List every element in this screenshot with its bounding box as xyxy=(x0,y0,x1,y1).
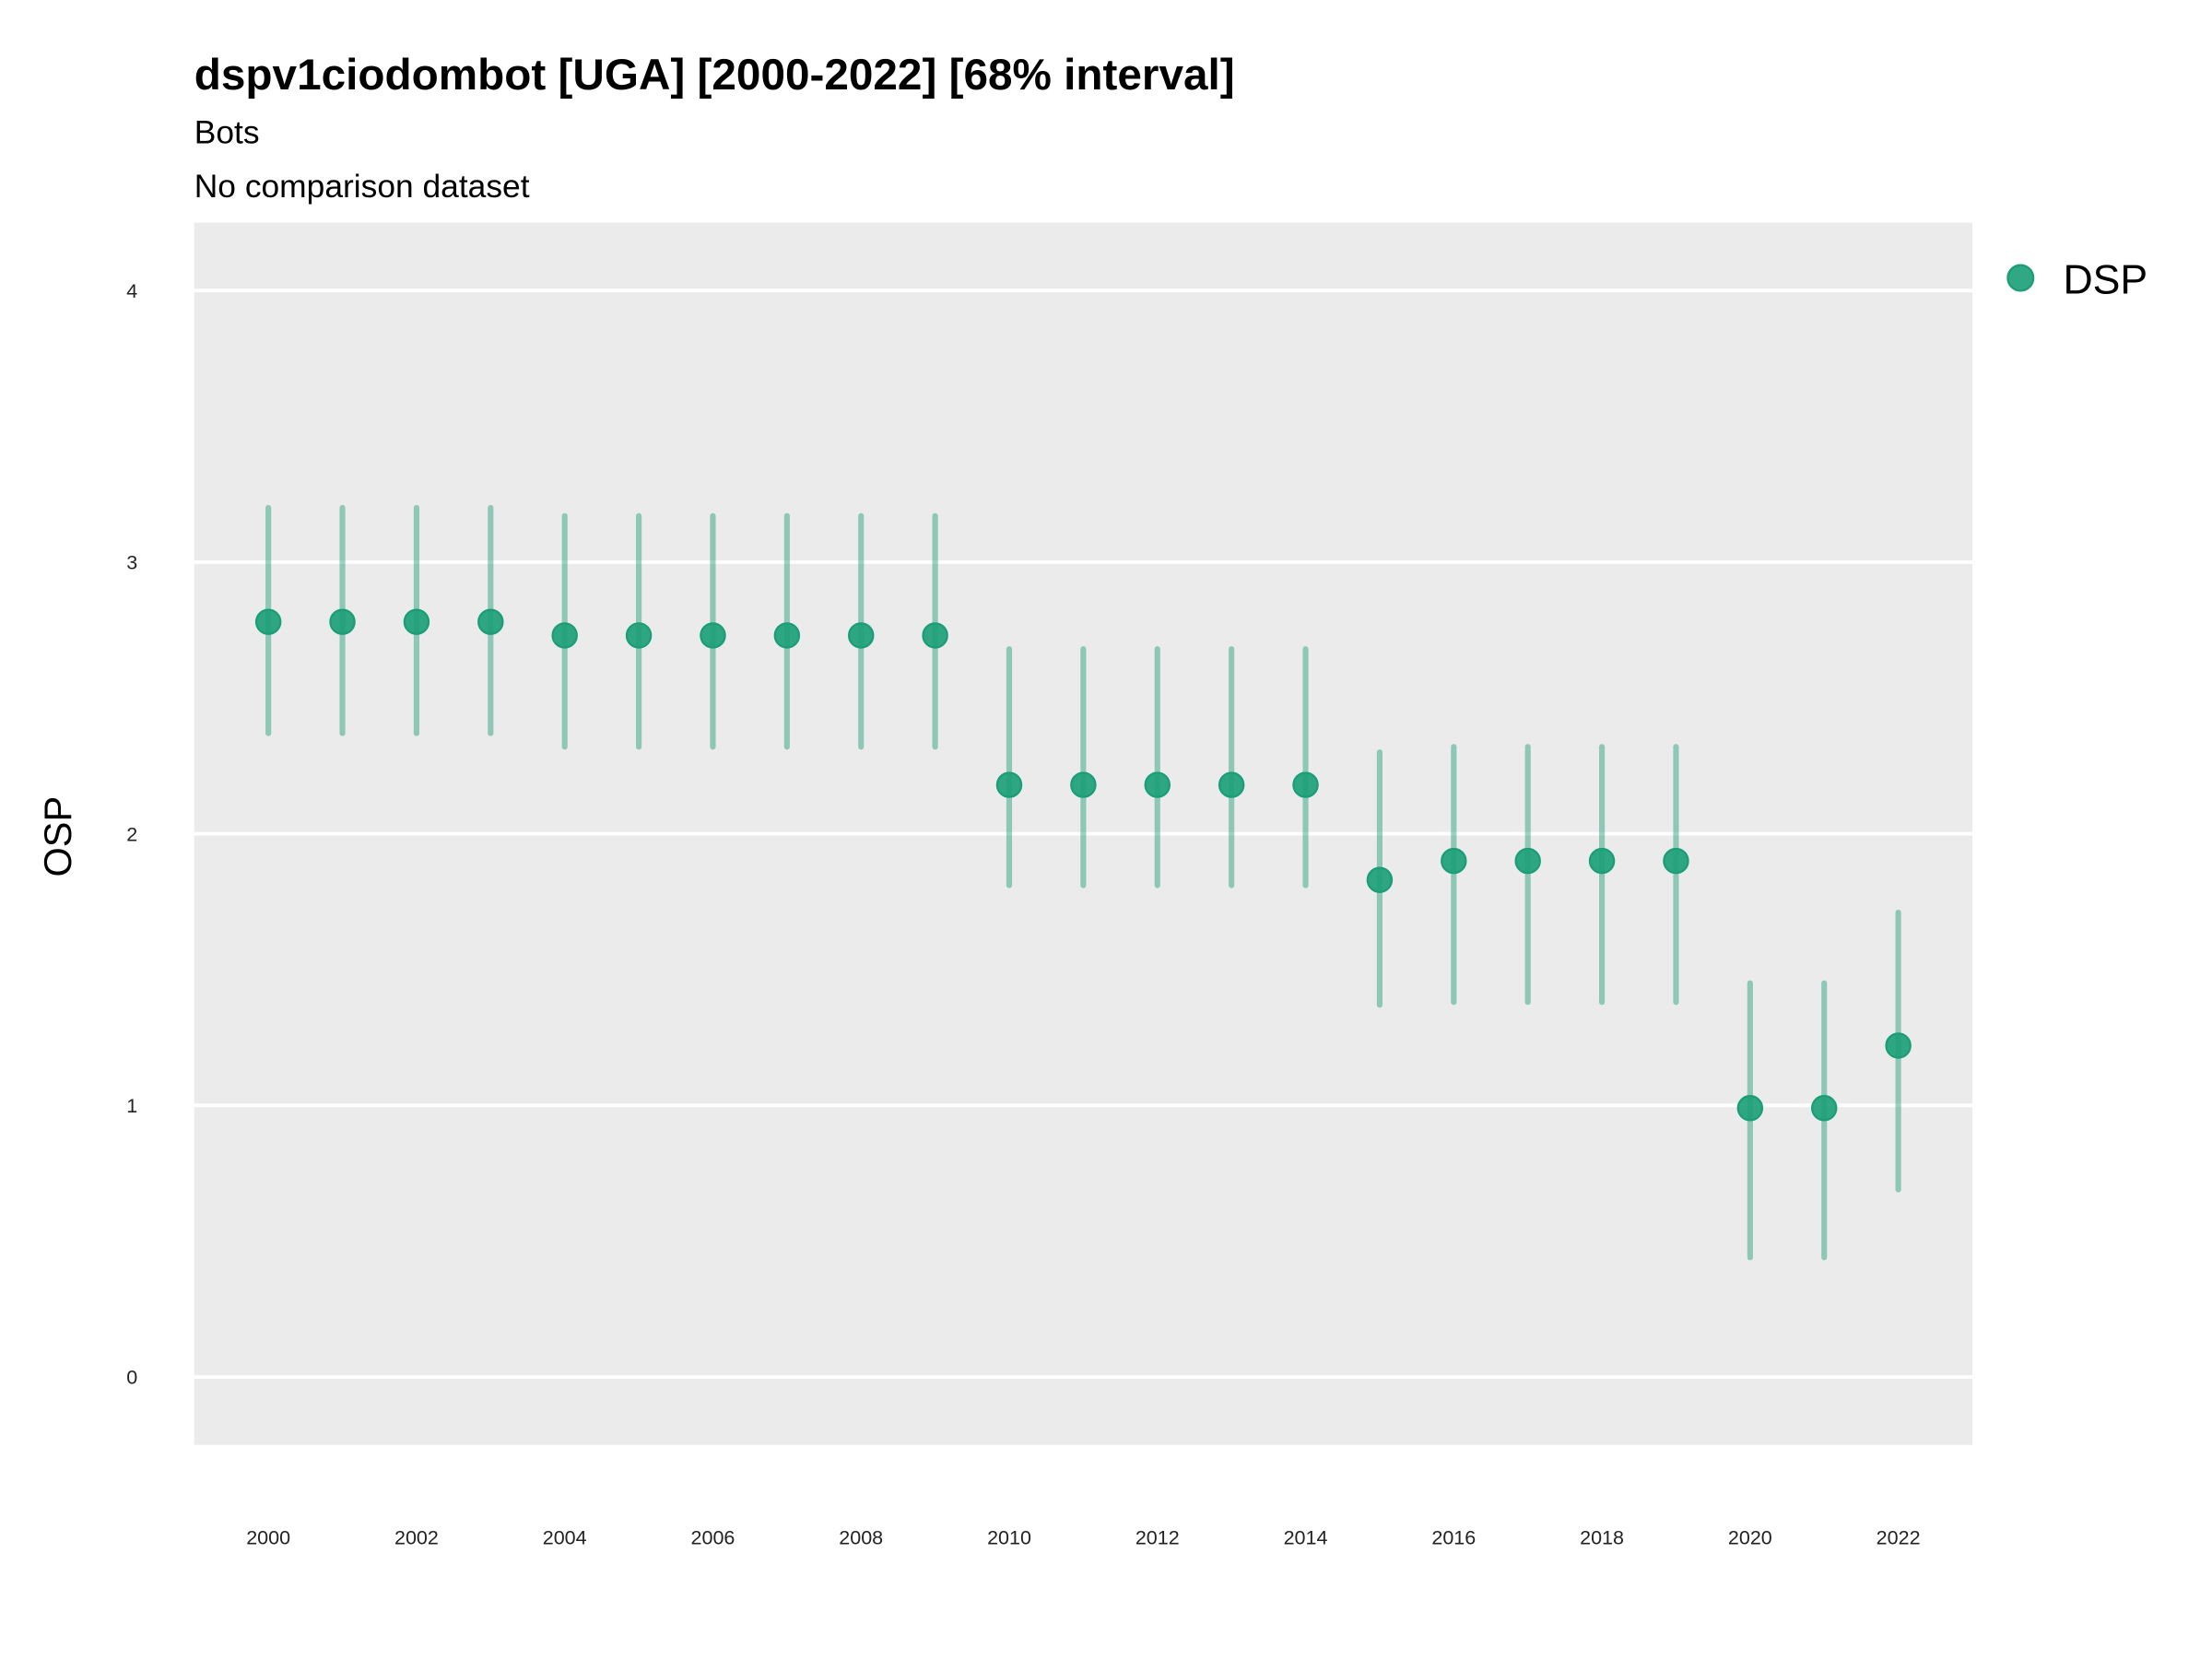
data-point xyxy=(995,771,1023,798)
x-tick-label: 2006 xyxy=(691,1526,735,1548)
x-tick-label: 2014 xyxy=(1284,1526,1328,1548)
data-point xyxy=(1588,847,1616,875)
data-point xyxy=(700,622,726,649)
data-point xyxy=(254,608,282,635)
data-point xyxy=(922,622,948,649)
x-tick-labels: 2000 2002 2004 2006 2008 2010 2012 2014 2016 2018… xyxy=(246,1526,1920,1548)
data-point xyxy=(551,622,578,649)
x-tick-label: 2012 xyxy=(1135,1526,1180,1548)
x-tick-label: 2002 xyxy=(394,1526,439,1548)
data-point xyxy=(1663,847,1689,875)
y-tick-label: 0 xyxy=(126,1367,137,1389)
data-point xyxy=(477,608,504,635)
x-tick-label: 2000 xyxy=(246,1526,290,1548)
data-point xyxy=(773,622,801,649)
legend: DSP xyxy=(2006,257,2147,302)
chart-subtitle: Bots xyxy=(194,114,260,150)
data-point xyxy=(329,608,356,635)
data-point xyxy=(848,622,875,649)
data-point xyxy=(1218,771,1245,798)
y-axis-label: OSP xyxy=(36,796,79,877)
data-marks xyxy=(254,504,1912,1261)
x-tick-label: 2020 xyxy=(1728,1526,1772,1548)
x-tick-label: 2018 xyxy=(1580,1526,1624,1548)
data-point xyxy=(1070,771,1097,798)
data-point xyxy=(1144,771,1171,798)
x-tick-label: 2016 xyxy=(1431,1526,1476,1548)
y-tick-label: 4 xyxy=(126,280,137,302)
data-point xyxy=(1811,1095,1838,1122)
data-point xyxy=(1885,1032,1912,1059)
data-point xyxy=(1366,866,1394,893)
data-point xyxy=(1292,771,1319,798)
chart-title: dspv1ciodombot [UGA] [2000-2022] [68% in… xyxy=(194,51,1235,100)
x-tick-label: 2004 xyxy=(543,1526,587,1548)
data-point xyxy=(1441,847,1467,875)
legend-dsp-marker xyxy=(2006,264,2035,292)
y-tick-label: 1 xyxy=(126,1095,137,1117)
x-tick-label: 2008 xyxy=(839,1526,883,1548)
data-point xyxy=(1736,1095,1764,1122)
data-point xyxy=(1514,847,1541,875)
legend-dsp-label: DSP xyxy=(2063,257,2147,302)
y-tick-label: 3 xyxy=(126,552,137,574)
data-point xyxy=(403,608,430,635)
data-point xyxy=(625,622,653,649)
y-tick-labels: 0 1 2 3 4 xyxy=(126,280,137,1389)
x-tick-label: 2010 xyxy=(987,1526,1031,1548)
x-tick-label: 2022 xyxy=(1877,1526,1921,1548)
chart-caption: No comparison dataset xyxy=(194,169,530,205)
y-tick-label: 2 xyxy=(126,823,137,845)
gridlines xyxy=(194,288,1972,1379)
